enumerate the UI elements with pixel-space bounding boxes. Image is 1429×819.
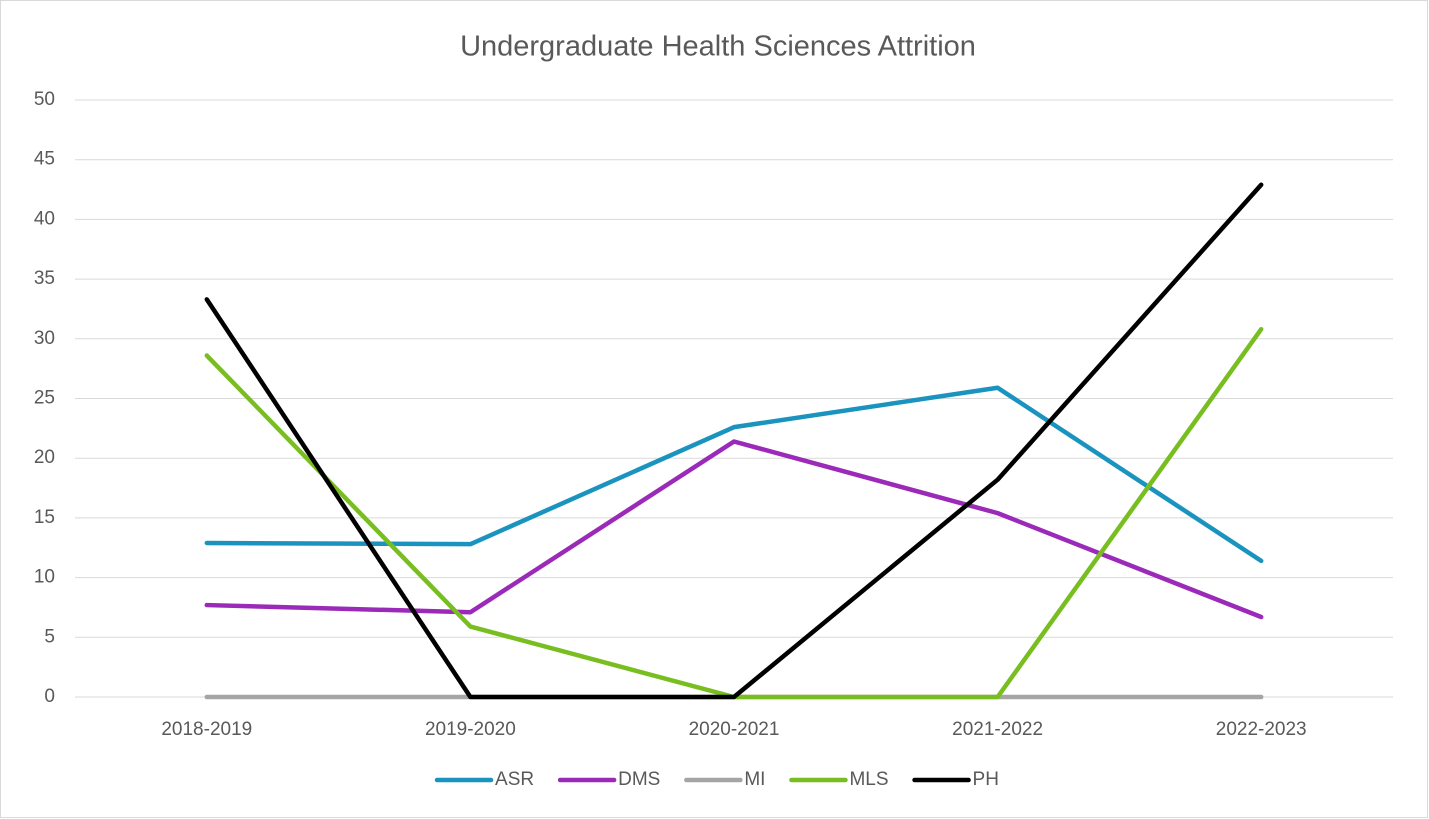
- legend-label: MLS: [849, 769, 888, 790]
- legend-label: PH: [973, 769, 999, 790]
- x-tick-label: 2020-2021: [689, 719, 780, 740]
- y-tick-label: 45: [34, 149, 55, 170]
- y-tick-label: 10: [34, 567, 55, 588]
- series-line: [204, 182, 1264, 700]
- series-line: [204, 439, 1264, 620]
- y-tick-label: 30: [34, 328, 55, 349]
- chart-title: Undergraduate Health Sciences Attrition: [460, 31, 976, 63]
- x-tick-label: 2018-2019: [161, 719, 252, 740]
- legend-label: MI: [744, 769, 765, 790]
- x-tick-label: 2021-2022: [952, 719, 1043, 740]
- x-tick-label: 2022-2023: [1216, 719, 1307, 740]
- series-line: [204, 385, 1264, 564]
- x-tick-label: 2019-2020: [425, 719, 516, 740]
- legend-label: ASR: [495, 769, 534, 790]
- y-tick-label: 20: [34, 447, 55, 468]
- y-tick-label: 50: [34, 89, 55, 110]
- legend-label: DMS: [618, 769, 660, 790]
- y-tick-label: 0: [44, 686, 55, 707]
- y-tick-label: 15: [34, 507, 55, 528]
- y-tick-label: 40: [34, 208, 55, 229]
- y-tick-label: 35: [34, 268, 55, 289]
- y-tick-label: 5: [44, 626, 55, 647]
- y-tick-label: 25: [34, 388, 55, 409]
